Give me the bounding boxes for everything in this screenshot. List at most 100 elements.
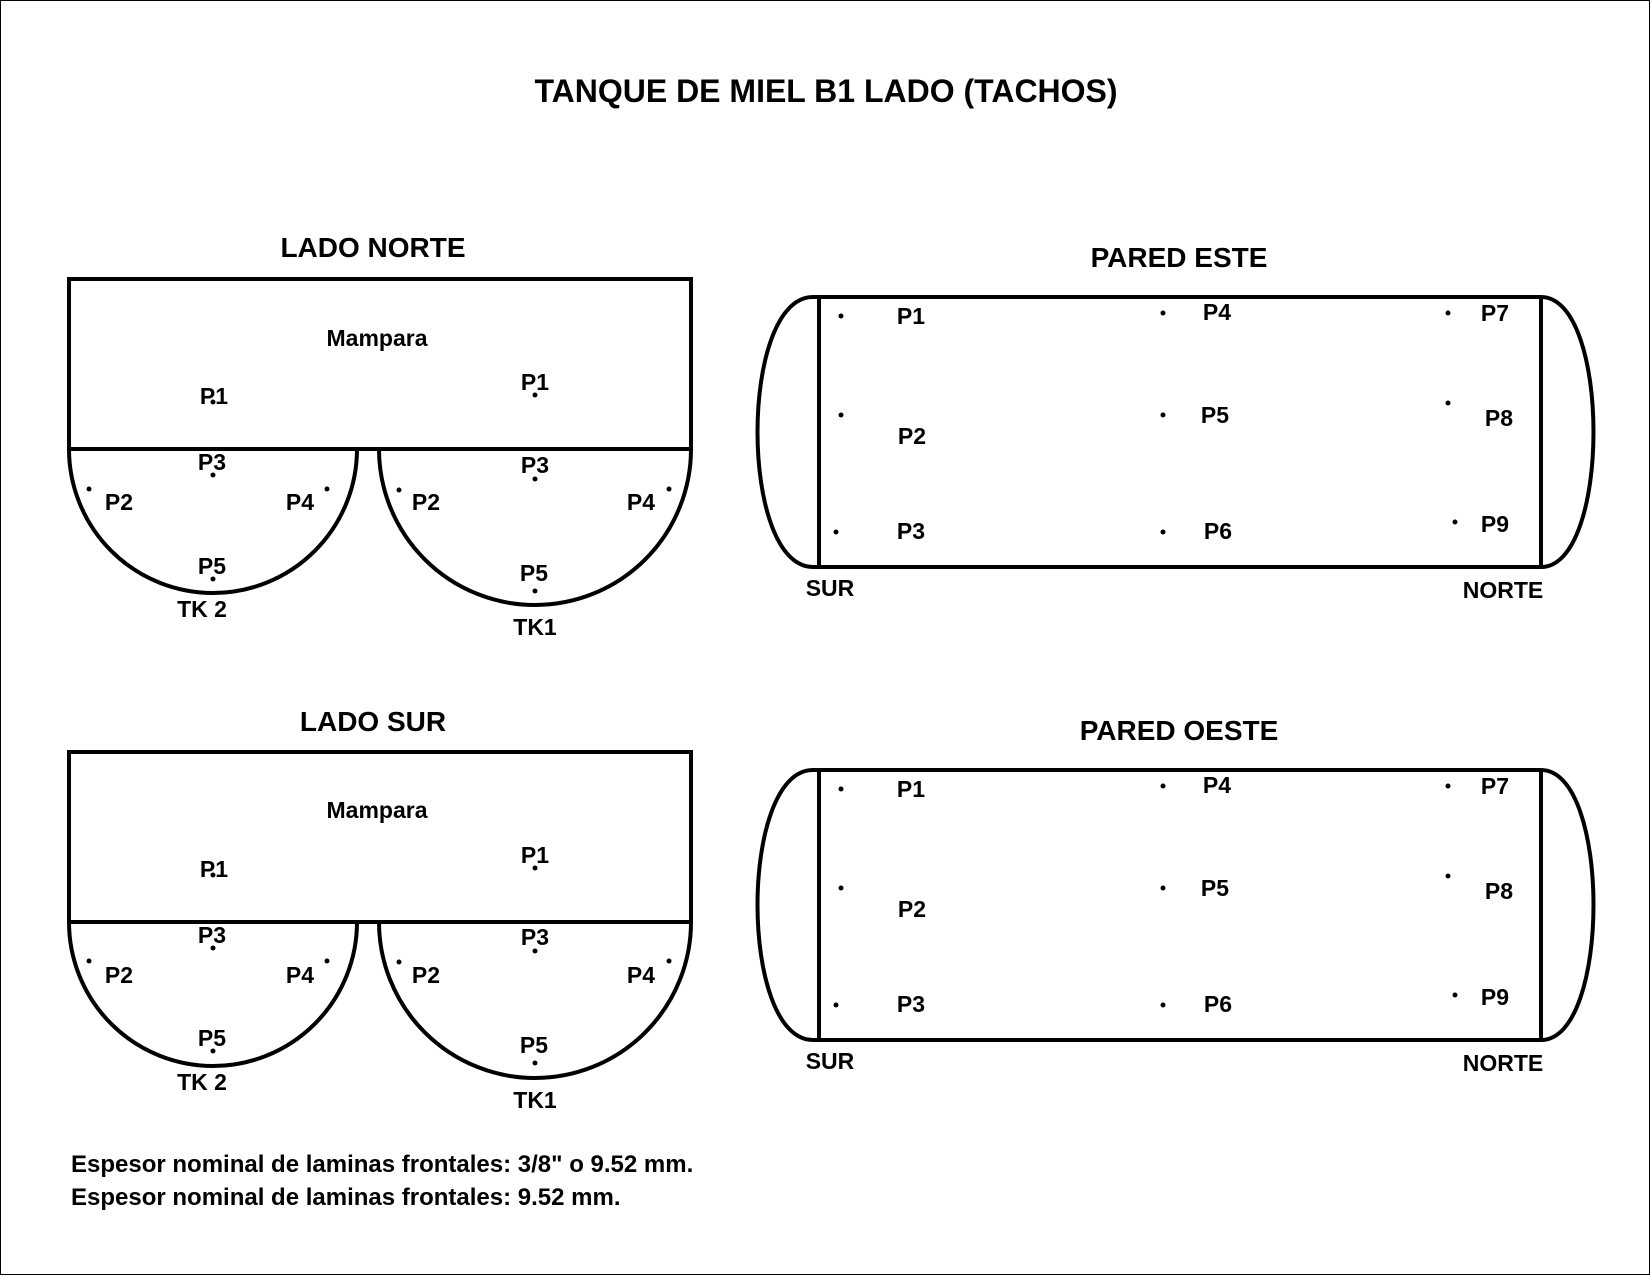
tk1-name: TK1 (513, 1087, 557, 1113)
point-p3-label: P3 (897, 518, 925, 544)
point-p9-dot (1452, 992, 1458, 998)
tk1-p5-dot (532, 588, 538, 594)
tk1-p1-dot (532, 865, 538, 871)
point-p6-dot (1160, 1002, 1166, 1008)
tk2-p3-dot (210, 472, 216, 478)
tk2-p3-dot (210, 945, 216, 951)
point-p4-label: P4 (1203, 772, 1231, 798)
tk2-p4-dot (324, 486, 330, 492)
tk1-p5-label: P5 (520, 1032, 548, 1058)
note-line-1: Espesor nominal de laminas frontales: 3/… (71, 1151, 693, 1178)
tk2-p1-label: P1 (200, 856, 228, 882)
point-p7-label: P7 (1481, 773, 1509, 799)
point-p6-dot (1160, 529, 1166, 535)
tk1-p4-dot (666, 486, 672, 492)
point-p1-label: P1 (897, 303, 925, 329)
pared-este-title: PARED ESTE (1091, 242, 1268, 273)
point-p8-dot (1445, 873, 1451, 879)
tk2-name: TK 2 (177, 596, 227, 622)
point-p9-dot (1452, 519, 1458, 525)
lado-sur-title: LADO SUR (300, 706, 446, 737)
sur-end-label: SUR (806, 1048, 855, 1074)
tk2-p5-dot (210, 576, 216, 582)
point-p2-dot (838, 885, 844, 891)
note-line-2: Espesor nominal de laminas frontales: 9.… (71, 1184, 621, 1211)
tk2-p4-dot (324, 958, 330, 964)
sur-end-label: SUR (806, 575, 855, 601)
tk2-p1-dot (210, 399, 216, 405)
tk1-p3-dot (532, 948, 538, 954)
tk1-p2-dot (396, 959, 402, 965)
tk2-p5-label: P5 (198, 553, 226, 579)
tk1-name: TK1 (513, 614, 557, 640)
point-p9-label: P9 (1481, 984, 1509, 1010)
tk1-p5-dot (532, 1060, 538, 1066)
point-p1-dot (838, 786, 844, 792)
tk2-half-circle (67, 448, 359, 595)
point-p5-dot (1160, 412, 1166, 418)
tk2-p3-label: P3 (198, 922, 226, 948)
tk2-p5-label: P5 (198, 1025, 226, 1051)
lado-norte-view: LADO NORTE Mampara P1 P3 P2 P4 P5 TK 2 P… (67, 232, 693, 640)
point-p3-dot (833, 1002, 839, 1008)
tk1-p1-label: P1 (521, 842, 549, 868)
point-p5-label: P5 (1201, 402, 1229, 428)
tk1-p2-dot (396, 487, 402, 493)
tk2-p2-label: P2 (105, 962, 133, 988)
tk1-p4-label: P4 (627, 962, 655, 988)
lado-sur-view: LADO SUR Mampara P1 P3 P2 P4 P5 TK 2 P1 … (67, 706, 693, 1113)
tk1-half-circle (377, 921, 693, 1080)
point-p8-dot (1445, 400, 1451, 406)
tk1-p5-label: P5 (520, 560, 548, 586)
main-title: TANQUE DE MIEL B1 LADO (TACHOS) (534, 73, 1117, 109)
point-p7-dot (1445, 310, 1451, 316)
tank-outline (755, 768, 1596, 1042)
tk1-p3-dot (532, 476, 538, 482)
pared-oeste-title: PARED OESTE (1080, 715, 1279, 746)
point-p1-label: P1 (897, 776, 925, 802)
tk2-p1-dot (210, 872, 216, 878)
point-p9-label: P9 (1481, 511, 1509, 537)
point-p7-dot (1445, 783, 1451, 789)
point-p7-label: P7 (1481, 300, 1509, 326)
norte-end-label: NORTE (1463, 1050, 1544, 1076)
tk1-p3-label: P3 (521, 452, 549, 478)
tk1-p3-label: P3 (521, 924, 549, 950)
tank-outline (755, 295, 1596, 569)
tk1-p4-label: P4 (627, 489, 655, 515)
tk1-p1-dot (532, 392, 538, 398)
tk2-p4-label: P4 (286, 962, 314, 988)
point-p3-dot (833, 529, 839, 535)
mampara-rect (67, 750, 693, 924)
tk1-half-circle (377, 448, 693, 607)
point-p1-dot (838, 313, 844, 319)
pared-este-view: PARED ESTE P1 P2 P3 P4 P5 P6 P7 P8 P9 SU… (755, 242, 1596, 603)
tk1-p1-label: P1 (521, 369, 549, 395)
tk2-p3-label: P3 (198, 449, 226, 475)
tk2-p5-dot (210, 1048, 216, 1054)
point-p3-label: P3 (897, 991, 925, 1017)
norte-end-label: NORTE (1463, 577, 1544, 603)
tk1-p4-dot (666, 958, 672, 964)
tk2-p2-dot (86, 958, 92, 964)
tk2-half-circle (67, 921, 359, 1068)
tk2-p1-label: P1 (200, 383, 228, 409)
point-p2-label: P2 (898, 896, 926, 922)
tk2-p4-label: P4 (286, 489, 314, 515)
tk2-name: TK 2 (177, 1069, 227, 1095)
mampara-rect (67, 277, 693, 451)
pared-oeste-view: PARED OESTE P1 P2 P3 P4 P5 P6 P7 P8 P9 S… (755, 715, 1596, 1076)
point-p4-dot (1160, 783, 1166, 789)
point-p5-dot (1160, 885, 1166, 891)
point-p5-label: P5 (1201, 875, 1229, 901)
point-p8-label: P8 (1485, 405, 1513, 431)
point-p2-dot (838, 412, 844, 418)
point-p6-label: P6 (1204, 991, 1232, 1017)
tk1-p2-label: P2 (412, 962, 440, 988)
point-p8-label: P8 (1485, 878, 1513, 904)
point-p4-dot (1160, 310, 1166, 316)
mampara-label: Mampara (327, 797, 428, 823)
point-p6-label: P6 (1204, 518, 1232, 544)
